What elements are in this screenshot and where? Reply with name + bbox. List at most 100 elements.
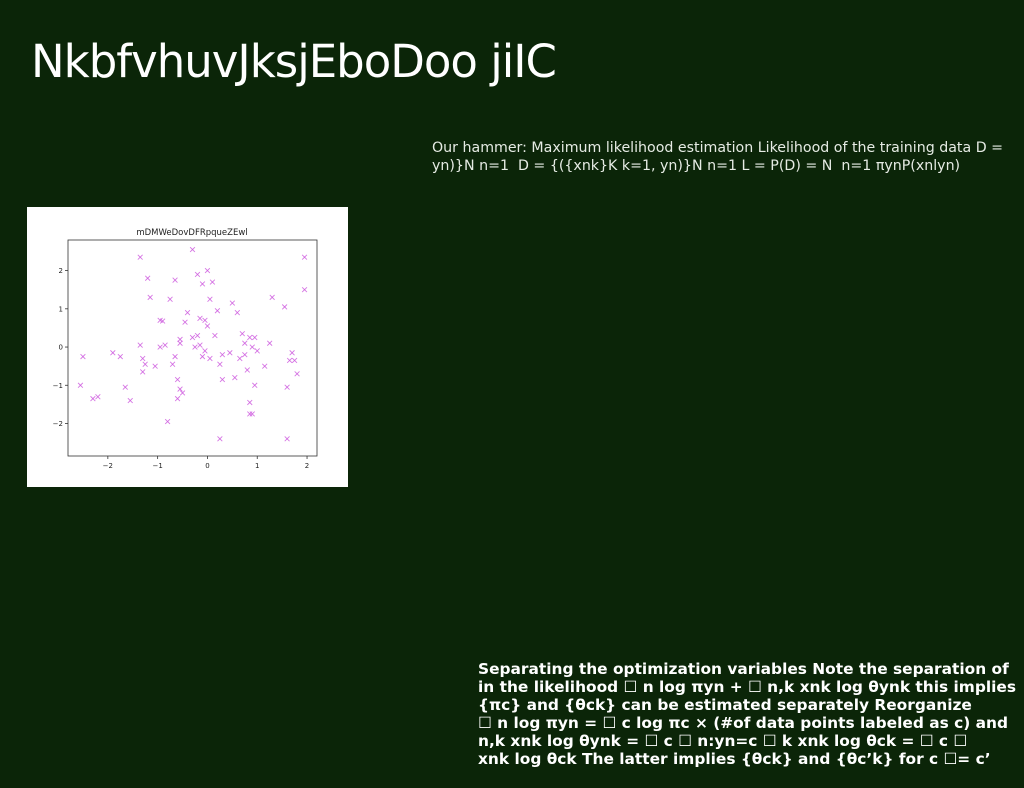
data-point [289, 350, 295, 356]
data-point [110, 350, 116, 356]
data-point [269, 294, 275, 301]
data-point [184, 309, 191, 316]
data-point [219, 351, 226, 358]
x-tick-label: −2 [103, 462, 113, 470]
data-point [162, 342, 168, 348]
data-point [219, 376, 226, 383]
data-point [294, 371, 300, 377]
scatter-plot-figure: mDMWeDovDFRpqueZEwl −2 −1 0 1 2 −2 −1 0 1 2 [27, 207, 348, 487]
data-point [202, 348, 208, 354]
x-tick-label: −1 [152, 462, 162, 470]
data-point [244, 367, 250, 373]
mle-paragraph: Our hammer: Maximum likelihood estimatio… [432, 140, 1004, 174]
data-point [147, 294, 153, 301]
data-point [174, 395, 181, 402]
data-point [164, 418, 171, 425]
data-point [212, 332, 218, 339]
data-point [204, 323, 211, 329]
separation-line: Separating the optimization variables No… [478, 660, 1009, 678]
data-point [157, 344, 163, 350]
data-point [169, 361, 176, 367]
data-point [189, 334, 196, 341]
data-point [242, 340, 248, 346]
data-point [247, 411, 253, 417]
data-point [159, 318, 166, 324]
data-point [291, 357, 298, 364]
data-point [234, 309, 241, 316]
data-point [254, 348, 260, 354]
data-point [301, 286, 308, 293]
scatter-plot: mDMWeDovDFRpqueZEwl −2 −1 0 1 2 −2 −1 0 1 2 [53, 228, 318, 470]
data-point [197, 315, 203, 322]
data-point [249, 411, 255, 417]
y-tick-label: −1 [53, 382, 63, 390]
data-point [194, 332, 201, 339]
data-point [249, 344, 255, 350]
y-tick-label: 2 [59, 267, 63, 275]
data-point [127, 397, 133, 404]
data-point [217, 436, 223, 442]
data-point [80, 353, 86, 360]
data-point [182, 319, 188, 325]
separation-line: n,k xnk log θynk = ☐ c ☐ n:yn=c ☐ k xnk … [478, 732, 968, 750]
data-point [152, 363, 158, 369]
data-point [137, 342, 143, 348]
data-point [199, 281, 206, 287]
data-point [179, 390, 186, 396]
data-point [139, 369, 146, 375]
data-point [301, 254, 308, 260]
separation-line: xnk log θck The latter implies {θck} and… [478, 750, 991, 768]
data-point [172, 353, 178, 360]
data-point [144, 275, 151, 281]
data-point [266, 340, 273, 346]
data-point [207, 355, 213, 362]
data-point [261, 363, 268, 369]
axis-ticks: −2 −1 0 1 2 −2 −1 0 1 2 [53, 267, 310, 470]
data-point [204, 267, 211, 274]
data-point [137, 254, 143, 260]
data-point [139, 355, 146, 362]
data-point [247, 334, 253, 341]
data-point [232, 374, 238, 381]
data-point [122, 384, 128, 390]
data-point [194, 271, 201, 278]
data-point [227, 350, 233, 356]
x-tick-label: 1 [255, 462, 259, 470]
separation-line: in the likelihood ☐ n log πyn + ☐ n,k xn… [478, 678, 1017, 696]
data-point [172, 277, 178, 283]
data-point [95, 394, 101, 400]
y-tick-label: 0 [59, 344, 63, 352]
slide-title: NkbfvhuvJksjEboDoo jiIC [31, 35, 557, 88]
data-point [207, 296, 213, 302]
data-point [237, 355, 243, 362]
data-point [284, 384, 290, 390]
data-point [239, 330, 246, 337]
data-point [247, 399, 253, 406]
data-point [192, 344, 198, 350]
data-point [281, 304, 288, 310]
data-point [167, 296, 173, 302]
data-point [252, 334, 258, 341]
data-point [286, 357, 293, 364]
data-point [189, 246, 196, 253]
data-point [252, 382, 258, 388]
separation-line: {πc} and {θck} can be estimated separate… [478, 696, 972, 714]
data-point [197, 342, 203, 348]
data-point [177, 340, 183, 346]
data-point [142, 361, 148, 367]
data-point [117, 353, 124, 360]
data-point [242, 351, 248, 358]
separation-line: ☐ n log πyn = ☐ c log πc × (#of data poi… [478, 714, 1008, 732]
data-point [284, 436, 290, 442]
x-tick-label: 0 [205, 462, 209, 470]
data-point [177, 386, 183, 392]
data-point [214, 308, 221, 314]
data-point [217, 361, 223, 367]
data-point [202, 317, 208, 324]
separation-paragraph: Separating the optimization variables No… [478, 660, 1024, 768]
data-point [199, 353, 206, 360]
y-tick-label: −2 [53, 420, 63, 428]
data-point [77, 382, 84, 388]
data-point [174, 376, 181, 383]
